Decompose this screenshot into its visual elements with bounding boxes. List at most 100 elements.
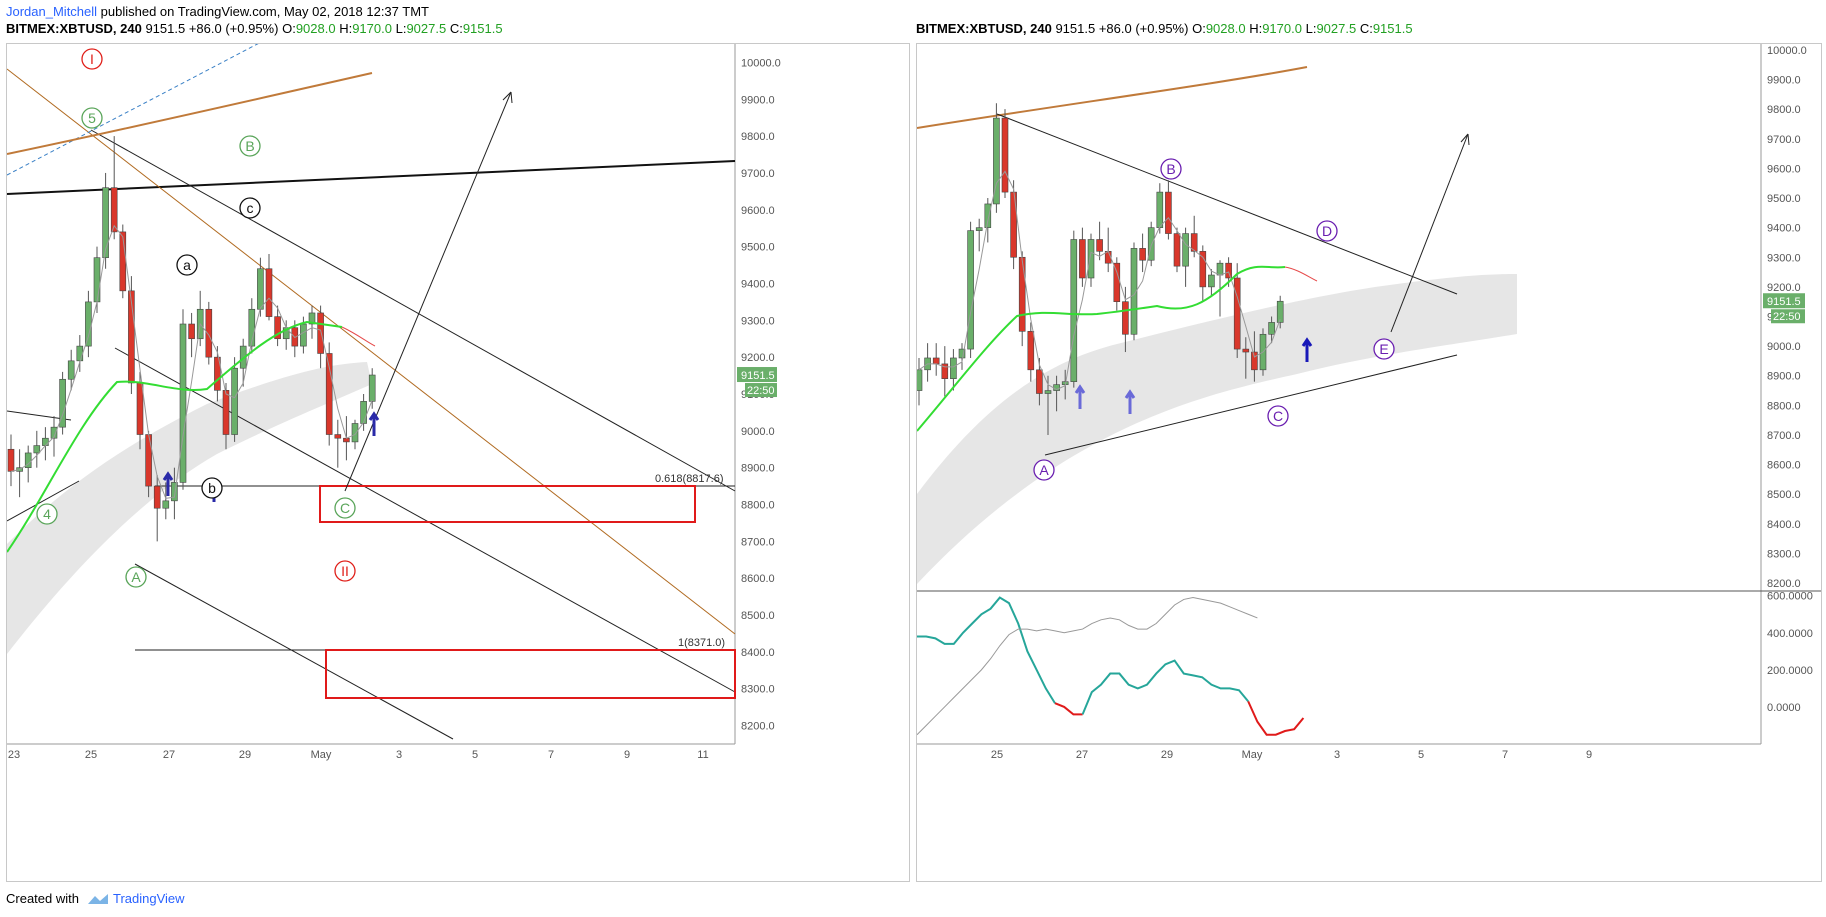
chart-panel-left[interactable]: 10000.0 9900.0 9800.0 9700.0 9600.0 9500.0 940… xyxy=(6,43,910,882)
author-link[interactable]: Jordan_Mitchell xyxy=(6,4,98,19)
left-candle xyxy=(231,357,238,442)
legend-right: BITMEX:XBTUSD, 240 9151.5 +86.0 (+0.95%)… xyxy=(916,21,1413,36)
y-tick-label: 8200.0 xyxy=(1767,578,1801,590)
left-candle xyxy=(110,136,118,240)
ma-red xyxy=(341,326,376,347)
y-tick-label: 9400.0 xyxy=(741,278,775,290)
y-tick-label: 8700.0 xyxy=(1767,430,1801,442)
left-candle xyxy=(128,276,135,394)
x-tick-label: 9 xyxy=(624,749,630,761)
wave-label-c-text: c xyxy=(247,200,254,216)
wave-label-c-circle xyxy=(239,197,261,219)
left-candle xyxy=(205,301,213,365)
left-candle xyxy=(214,346,221,402)
left-candle-body xyxy=(231,367,238,435)
left-candle-body xyxy=(222,390,230,435)
wave-label-E: E xyxy=(1373,338,1395,360)
right-candle-body xyxy=(917,369,923,391)
y-tick-label: 9000.0 xyxy=(1767,341,1801,353)
wave-label-C: C xyxy=(334,497,356,519)
right-candle-body xyxy=(1079,239,1086,279)
wave-label-c: c xyxy=(239,197,261,219)
wave-label-C-text: C xyxy=(340,500,350,516)
right-candle xyxy=(1070,230,1078,388)
x-tick-label: 7 xyxy=(1502,749,1508,761)
right-candle-body xyxy=(1036,369,1043,394)
created-with-text: Created with xyxy=(6,891,79,906)
right-candle xyxy=(1104,227,1112,273)
wave-label-B: B xyxy=(1160,158,1182,180)
left-candle-body xyxy=(360,401,367,424)
right-candle xyxy=(1233,263,1241,358)
x-tick-label: 27 xyxy=(163,749,175,761)
left-candle xyxy=(239,338,247,387)
ma-red xyxy=(1284,266,1318,282)
right-candle xyxy=(1268,316,1275,344)
y-tick-label: 9200.0 xyxy=(1767,282,1801,294)
y-tick-label: 8800.0 xyxy=(1767,400,1801,412)
right-candle xyxy=(1018,251,1026,347)
wave-label-4: 4 xyxy=(36,503,58,525)
right-candle-body xyxy=(1122,301,1129,335)
countdown-bg xyxy=(745,383,777,398)
right-candle-body xyxy=(1276,300,1284,323)
wave-label-B-circle xyxy=(1160,158,1182,180)
wave-label-5-circle xyxy=(81,107,103,129)
y-tick-label: 9900.0 xyxy=(1767,75,1801,87)
wave-label-II-text: II xyxy=(341,563,349,579)
legend-symbol[interactable]: BITMEX:XBTUSD, 240 xyxy=(6,21,142,36)
cloud-band xyxy=(917,274,1517,584)
tradingview-link[interactable]: TradingView xyxy=(87,891,185,906)
y-tick-label: 9300.0 xyxy=(1767,252,1801,264)
y-tick-label: 9900.0 xyxy=(741,94,775,106)
right-candle-body xyxy=(1156,191,1164,228)
right-candle xyxy=(950,349,957,391)
wave-label-b-circle xyxy=(201,477,223,499)
chart-left-svg[interactable]: 10000.09900.09800.09700.09600.09500.0940… xyxy=(7,44,909,881)
left-candle-body xyxy=(110,187,118,233)
trendline-thick xyxy=(7,160,736,195)
chart-panel-right[interactable]: 10000.0 9900.0 9800.0 9700.0 9600.0 9500.0 940… xyxy=(916,43,1822,882)
triangle-lower xyxy=(1044,354,1458,456)
left-candle-body xyxy=(257,268,264,310)
wave-label-C: C xyxy=(1267,405,1289,427)
y-tick-label: 9600.0 xyxy=(1767,163,1801,175)
y-tick-label: 9400.0 xyxy=(1767,223,1801,235)
y-tick-label: 8900.0 xyxy=(741,463,775,475)
right-candle-body xyxy=(1165,191,1172,234)
legend-symbol[interactable]: BITMEX:XBTUSD, 240 xyxy=(916,21,1052,36)
right-candle-body xyxy=(1268,322,1275,335)
y-tick-label: 9800.0 xyxy=(741,131,775,143)
left-candle xyxy=(360,394,367,431)
fib-label-1: 1(8371.0) xyxy=(678,637,725,649)
left-candle-body xyxy=(102,187,109,258)
right-candle xyxy=(1208,269,1215,296)
y-tick-label: 9500.0 xyxy=(1767,193,1801,205)
right-candle-body xyxy=(1251,351,1258,371)
left-candle xyxy=(171,467,178,520)
left-candle-body xyxy=(59,378,66,428)
x-tick-label: 27 xyxy=(1076,749,1088,761)
legend-o-label: O: xyxy=(282,21,296,36)
header-bar: Jordan_Mitchell published on TradingView… xyxy=(0,0,1826,38)
right-candle-body xyxy=(1130,248,1138,335)
right-candle xyxy=(924,343,931,382)
legend-h-label: H: xyxy=(339,21,353,36)
channel-middle xyxy=(114,347,736,693)
right-candle-body xyxy=(1113,262,1121,302)
footer: Created with TradingView xyxy=(6,891,185,906)
y-tick-label: 8700.0 xyxy=(741,536,775,548)
left-candle-body xyxy=(308,312,316,325)
wave-label-D-text: D xyxy=(1322,223,1332,239)
x-tick-label: 3 xyxy=(396,749,402,761)
left-candle xyxy=(325,342,333,446)
chart-right-svg[interactable]: 10000.09900.09800.09700.09600.09500.0940… xyxy=(917,44,1821,881)
wave-label-I-text: I xyxy=(90,51,94,67)
legend-h-label: H: xyxy=(1249,21,1263,36)
osc-line-red xyxy=(1247,700,1305,736)
wave-label-C-circle xyxy=(334,497,356,519)
right-candle-body xyxy=(1010,191,1017,258)
legend-last: 9151.5 xyxy=(1055,21,1096,36)
left-candle-body xyxy=(188,323,195,340)
right-candle-body xyxy=(1044,390,1052,394)
